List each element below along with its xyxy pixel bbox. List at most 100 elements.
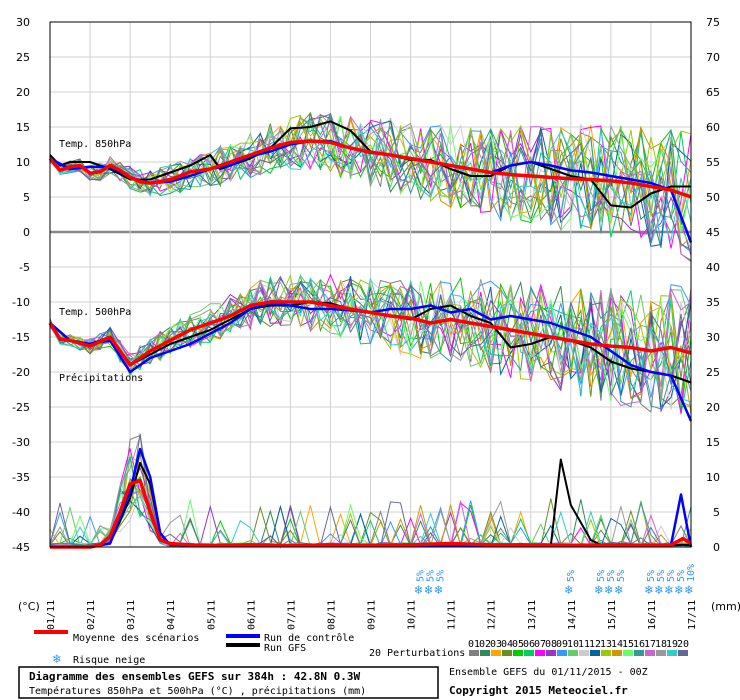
label-precip: Précipitations xyxy=(59,372,143,384)
left-axis-unit: (°C) xyxy=(18,600,40,613)
right-tick-label: 70 xyxy=(706,51,720,64)
right-tick-label: 30 xyxy=(706,331,720,344)
perturbation-swatch xyxy=(513,650,523,656)
date-tick-label: 15/11 xyxy=(607,600,618,630)
perturbation-swatch xyxy=(524,650,534,656)
date-tick-label: 13/11 xyxy=(527,600,538,630)
perturbation-id: 12 xyxy=(589,639,601,650)
date-tick-label: 17/11 xyxy=(687,600,698,630)
chart-subtitle: Températures 850hPa et 500hPa (°C) , pré… xyxy=(29,685,366,697)
left-tick-label: -20 xyxy=(12,366,30,379)
snow-percent: 5% xyxy=(566,570,577,582)
perturbation-swatch xyxy=(634,650,644,656)
date-tick-label: 14/11 xyxy=(567,600,578,630)
perturbation-id: 01 xyxy=(468,639,480,650)
left-tick-label: -30 xyxy=(12,436,30,449)
snowflake-icon: ❄ xyxy=(564,583,573,598)
legend: Moyenne des scénarios Run de contrôle Ru… xyxy=(34,630,689,667)
left-tick-label: -5 xyxy=(19,261,30,274)
main-series-lines xyxy=(48,120,693,549)
right-tick-label: 40 xyxy=(706,261,720,274)
legend-control-label: Run de contrôle xyxy=(264,632,354,644)
legend-mean-label: Moyenne des scénarios xyxy=(73,632,199,644)
snow-percent: 10% xyxy=(686,564,697,582)
right-tick-label: 55 xyxy=(706,156,720,169)
right-tick-label: 25 xyxy=(706,366,720,379)
plot-frame xyxy=(49,21,692,548)
date-tick-label: 07/11 xyxy=(286,600,297,630)
right-tick-label: 15 xyxy=(706,436,720,449)
left-tick-label: 30 xyxy=(16,16,30,29)
right-tick-label: 65 xyxy=(706,86,720,99)
perturbation-id: 16 xyxy=(633,639,645,650)
footer-ensemble: Ensemble GEFS du 01/11/2015 - 00Z xyxy=(449,667,648,678)
perturbation-id: 20 xyxy=(677,639,689,650)
chart-title: Diagramme des ensembles GEFS sur 384h : … xyxy=(29,670,361,683)
perturbation-swatch xyxy=(480,650,490,656)
right-tick-label: 0 xyxy=(713,541,720,554)
perturbation-id: 18 xyxy=(655,639,667,650)
perturbation-id: 04 xyxy=(501,639,513,650)
snowflake-icon: ❄ xyxy=(684,583,693,598)
date-tick-label: 06/11 xyxy=(246,600,257,630)
perturbation-swatch xyxy=(645,650,655,656)
series-line-t850 xyxy=(48,139,692,199)
left-tick-label: -15 xyxy=(12,331,30,344)
left-tick-label: -35 xyxy=(12,471,30,484)
snow-percent: 5% xyxy=(646,570,657,582)
perturbation-line xyxy=(49,277,692,403)
perturbation-id: 17 xyxy=(644,639,656,650)
perturbation-swatch xyxy=(667,650,677,656)
snow-percent: 5% xyxy=(676,570,687,582)
snowflake-icon: ❄ xyxy=(614,583,623,598)
right-tick-label: 35 xyxy=(706,296,720,309)
grid xyxy=(49,21,692,548)
snow-percent: 5% xyxy=(606,570,617,582)
perturbation-swatch xyxy=(546,650,556,656)
perturbation-id: 02 xyxy=(479,639,491,650)
perturbation-id: 05 xyxy=(512,639,524,650)
snow-percent: 5% xyxy=(616,570,627,582)
date-tick-label: 04/11 xyxy=(166,600,177,630)
perturbation-swatch xyxy=(557,650,567,656)
right-tick-label: 50 xyxy=(706,191,720,204)
left-tick-label: 0 xyxy=(23,226,30,239)
legend-perturbations-label: 20 Perturbations xyxy=(369,648,465,659)
snow-risk-markers: 5%❄5%❄5%❄5%❄5%❄5%❄5%❄5%❄5%❄5%❄5%❄10%❄ xyxy=(414,564,697,598)
title-box xyxy=(18,666,439,699)
date-tick-label: 03/11 xyxy=(126,600,137,630)
perturbation-line xyxy=(49,112,692,234)
snow-percent: 5% xyxy=(416,570,427,582)
series-line-t850 xyxy=(49,120,691,209)
snowflake-icon: ❄ xyxy=(604,583,613,598)
date-tick-label: 05/11 xyxy=(206,600,217,630)
perturbation-swatch xyxy=(535,650,545,656)
perturbation-id: 08 xyxy=(545,639,557,650)
date-tick-label: 09/11 xyxy=(367,600,378,630)
perturbation-swatch xyxy=(601,650,611,656)
snow-percent: 5% xyxy=(596,570,607,582)
date-tick-label: 10/11 xyxy=(407,600,418,630)
footer-copyright: Copyright 2015 Meteociel.fr xyxy=(449,684,628,697)
left-tick-label: 25 xyxy=(16,51,30,64)
perturbation-id: 19 xyxy=(666,639,678,650)
perturbation-swatch xyxy=(491,650,501,656)
right-tick-label: 75 xyxy=(706,16,720,29)
perturbation-swatch xyxy=(579,650,589,656)
snowflake-icon: ❄ xyxy=(644,583,653,598)
left-tick-label: -25 xyxy=(12,401,30,414)
snow-percent: 5% xyxy=(666,570,677,582)
perturbation-id: 13 xyxy=(600,639,612,650)
legend-gfs-label: Run GFS xyxy=(264,643,306,654)
label-t500: Temp. 500hPa xyxy=(59,307,131,318)
perturbation-swatch xyxy=(469,650,479,656)
snowflake-icon: ❄ xyxy=(424,583,433,598)
perturbation-swatch xyxy=(623,650,633,656)
snowflake-icon: ❄ xyxy=(434,583,443,598)
left-tick-label: 15 xyxy=(16,121,30,134)
snowflake-icon: ❄ xyxy=(414,583,423,598)
legend-snow-label: Risque neige xyxy=(73,655,145,666)
